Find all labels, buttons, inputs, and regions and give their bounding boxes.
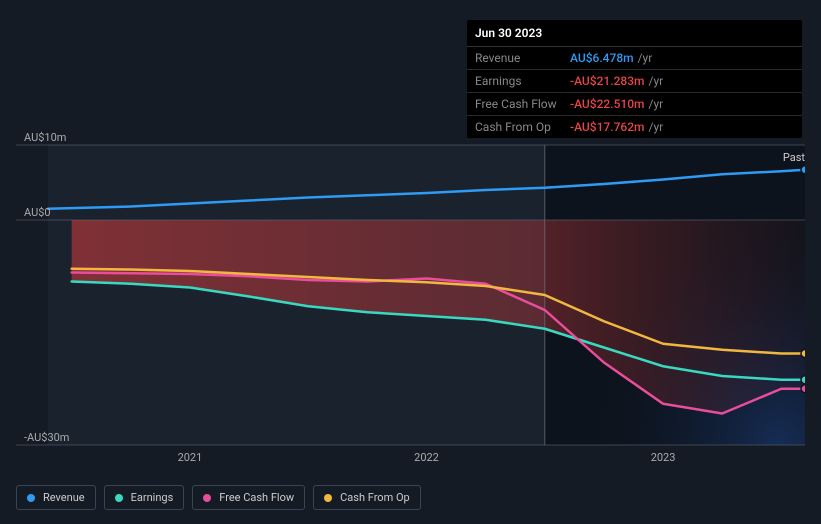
tooltip-suffix: /yr xyxy=(638,51,653,65)
tooltip-row: Free Cash Flow-AU$22.510m/yr xyxy=(467,93,802,116)
earnings-revenue-chart: AU$10m AU$0 -AU$30m 2021 2022 2023 Past xyxy=(16,125,805,480)
legend-label: Earnings xyxy=(131,491,174,504)
legend-item[interactable]: Cash From Op xyxy=(313,485,421,510)
tooltip-label: Earnings xyxy=(475,74,570,88)
x-axis-label: 2021 xyxy=(178,451,203,464)
tooltip-value: AU$6.478m xyxy=(570,51,634,65)
legend-dot xyxy=(27,494,35,502)
past-label: Past xyxy=(783,151,805,164)
tooltip-label: Revenue xyxy=(475,51,570,65)
tooltip-value: -AU$22.510m xyxy=(570,97,645,111)
tooltip-value: -AU$21.283m xyxy=(570,74,645,88)
chart-svg xyxy=(16,125,805,455)
legend: Revenue Earnings Free Cash Flow Cash From O… xyxy=(16,485,421,510)
x-axis-label: 2023 xyxy=(651,451,676,464)
tooltip-date: Jun 30 2023 xyxy=(467,20,802,47)
y-axis-label: -AU$30m xyxy=(24,431,69,444)
legend-item[interactable]: Earnings xyxy=(104,485,185,510)
tooltip-suffix: /yr xyxy=(649,97,664,111)
hover-tooltip: Jun 30 2023 RevenueAU$6.478m/yrEarnings-… xyxy=(467,20,802,138)
legend-label: Free Cash Flow xyxy=(219,491,294,504)
legend-dot xyxy=(203,494,211,502)
legend-item[interactable]: Free Cash Flow xyxy=(192,485,305,510)
x-axis-label: 2022 xyxy=(414,451,439,464)
legend-label: Revenue xyxy=(43,491,85,504)
tooltip-row: Earnings-AU$21.283m/yr xyxy=(467,70,802,93)
legend-label: Cash From Op xyxy=(340,491,410,504)
y-axis-label: AU$10m xyxy=(24,131,66,144)
legend-dot xyxy=(115,494,123,502)
tooltip-label: Free Cash Flow xyxy=(475,97,570,111)
legend-item[interactable]: Revenue xyxy=(16,485,96,510)
tooltip-row: RevenueAU$6.478m/yr xyxy=(467,47,802,70)
tooltip-suffix: /yr xyxy=(649,74,664,88)
y-axis-label: AU$0 xyxy=(24,206,51,219)
legend-dot xyxy=(324,494,332,502)
